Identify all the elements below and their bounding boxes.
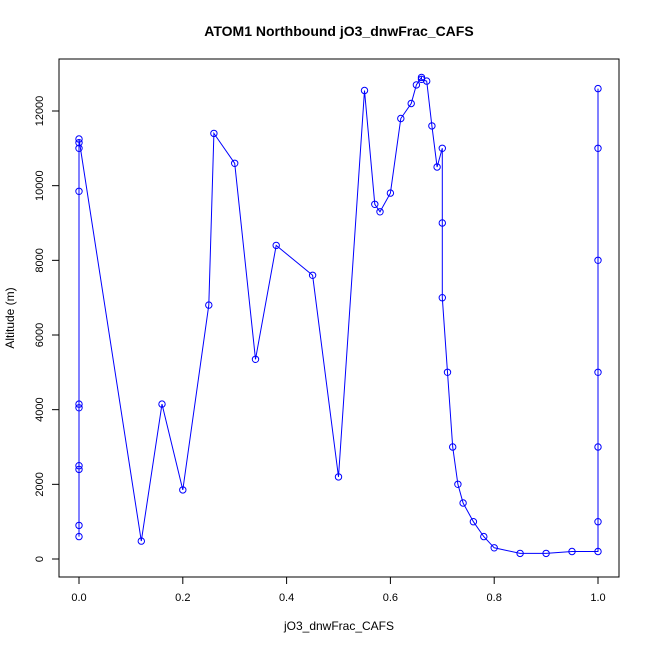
y-axis-label: Altitude (m)	[3, 287, 17, 348]
data-point	[75, 400, 83, 408]
data-point	[272, 241, 280, 250]
data-point	[210, 129, 218, 138]
data-point	[75, 135, 83, 143]
y-axis: 0 2000 4000 6000 8000 10000 12000	[34, 96, 60, 562]
chart-title: ATOM1 Northbound jO3_dnwFrac_CAFS	[204, 23, 473, 39]
x-tick-label: 0.4	[279, 592, 294, 604]
data-point	[594, 256, 602, 264]
data-point	[594, 443, 602, 451]
y-tick-label: 2000	[34, 472, 46, 496]
data-point	[423, 77, 431, 85]
x-axis: 0.0 0.2 0.4 0.6 0.8 1.0	[71, 576, 606, 604]
data-point	[443, 368, 452, 376]
data-point	[428, 122, 436, 130]
y-tick-label: 4000	[34, 397, 46, 421]
data-point	[438, 294, 446, 302]
data-point	[438, 144, 446, 153]
data-point	[205, 301, 213, 309]
data-point	[417, 75, 426, 84]
y-tick-label: 8000	[34, 248, 46, 272]
data-point	[179, 486, 187, 494]
data-point	[386, 189, 395, 197]
data-point	[594, 368, 602, 376]
data-point	[407, 99, 415, 108]
data-point	[417, 73, 426, 82]
data-point	[158, 400, 166, 408]
data-point	[412, 81, 421, 89]
data-point	[542, 549, 550, 558]
y-tick-label: 6000	[34, 323, 46, 347]
data-point	[137, 537, 146, 545]
data-point	[454, 480, 462, 488]
data-point	[516, 549, 524, 558]
data-point	[75, 144, 83, 153]
data-point	[75, 521, 83, 530]
data-layer	[75, 73, 602, 558]
data-point	[433, 163, 441, 171]
data-point	[594, 547, 602, 556]
x-tick-label: 0.6	[383, 592, 398, 604]
y-tick-label: 0	[34, 556, 46, 562]
data-point	[594, 84, 602, 93]
data-point	[594, 144, 602, 153]
data-point	[334, 473, 343, 481]
x-tick-label: 0.8	[487, 592, 502, 604]
data-point	[459, 499, 467, 507]
x-tick-label: 0.0	[71, 592, 86, 604]
data-point	[449, 443, 457, 451]
data-point	[75, 187, 83, 196]
data-point	[75, 462, 83, 470]
y-tick-label: 10000	[34, 170, 46, 201]
data-point	[376, 208, 384, 216]
data-point	[75, 139, 83, 147]
data-point	[594, 518, 602, 526]
data-point	[397, 114, 405, 123]
data-point	[371, 200, 379, 209]
data-point	[308, 271, 317, 279]
data-point	[251, 355, 260, 363]
plot-box	[58, 58, 620, 578]
data-point	[568, 547, 576, 556]
data-point	[480, 532, 488, 541]
x-tick-label: 1.0	[590, 592, 605, 604]
x-axis-label: jO3_dnwFrac_CAFS	[283, 619, 394, 633]
data-point	[75, 404, 83, 412]
x-tick-label: 0.2	[175, 592, 190, 604]
series-line	[78, 75, 599, 554]
data-point	[75, 532, 83, 541]
data-point	[469, 518, 478, 526]
data-point	[360, 86, 369, 95]
y-tick-label: 12000	[34, 96, 46, 127]
data-point	[490, 544, 498, 552]
data-point	[75, 465, 83, 474]
data-point	[231, 159, 239, 168]
data-point	[438, 219, 446, 227]
